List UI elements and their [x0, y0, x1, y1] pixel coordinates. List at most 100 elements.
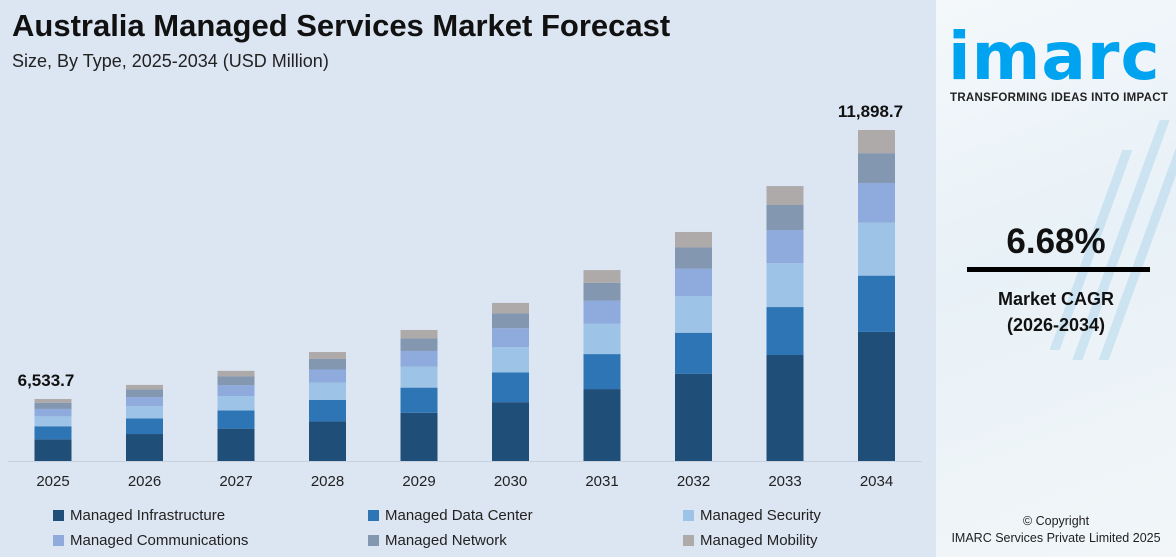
bar-segment-managed-security	[492, 347, 529, 373]
legend-label: Managed Security	[700, 507, 821, 524]
x-tick-label: 2029	[402, 473, 435, 490]
bar-segment-managed-security	[400, 366, 438, 388]
copyright-line1: © Copyright	[1022, 514, 1090, 528]
legend-item: Managed Data Center	[368, 507, 533, 524]
x-tick-label: 2031	[585, 473, 618, 490]
bar-segment-managed-mobility	[126, 384, 163, 390]
bar-segment-managed-network	[400, 338, 438, 351]
legend-label: Managed Mobility	[700, 532, 818, 549]
bar-segment-managed-data-center	[858, 275, 895, 332]
bar-segment-managed-communications	[766, 230, 804, 264]
bar-segment-managed-communications	[126, 397, 163, 407]
legend-item: Managed Infrastructure	[53, 507, 225, 524]
bar-segment-managed-communications	[675, 268, 712, 297]
x-tick-label: 2025	[36, 473, 69, 490]
x-tick-label: 2033	[768, 473, 801, 490]
bar-segment-managed-data-center	[766, 307, 804, 355]
bar-segment-managed-data-center	[400, 387, 438, 413]
legend-label: Managed Infrastructure	[70, 507, 226, 524]
bar-segment-managed-mobility	[492, 302, 529, 314]
x-tick-label: 2032	[677, 473, 710, 490]
bar-segment-managed-communications	[217, 385, 255, 397]
bar-segment-managed-security	[675, 296, 712, 333]
bar-segment-managed-communications	[492, 328, 529, 348]
bar-segment-managed-security	[34, 416, 72, 427]
bar-segment-managed-network	[217, 376, 255, 386]
bar-segment-managed-data-center	[492, 372, 529, 403]
bar-segment-managed-communications	[400, 350, 438, 367]
bar-segment-managed-mobility	[400, 329, 438, 339]
legend-item: Managed Mobility	[683, 532, 818, 549]
total-label: 11,898.7	[838, 102, 903, 121]
bar-segment-managed-data-center	[583, 354, 621, 390]
bar-segment-managed-network	[309, 358, 346, 370]
legend-label: Managed Data Center	[385, 507, 533, 524]
bar-segment-managed-data-center	[126, 418, 163, 435]
bar-segment-managed-data-center	[309, 399, 346, 422]
bar-segment-managed-infrastructure	[858, 331, 895, 461]
bar-segment-managed-infrastructure	[217, 428, 255, 461]
chart-title: Australia Managed Services Market Foreca…	[12, 8, 671, 43]
bar-segment-managed-mobility	[217, 370, 255, 377]
x-tick-label: 2034	[860, 473, 893, 490]
bar-segment-managed-network	[492, 313, 529, 329]
bar-segment-managed-network	[34, 402, 72, 409]
bar-segment-managed-network	[675, 247, 712, 269]
bar-segment-managed-data-center	[34, 426, 72, 440]
bar-segment-managed-security	[858, 222, 895, 276]
bar-segment-managed-mobility	[583, 270, 621, 283]
x-tick-label: 2026	[128, 473, 161, 490]
bar-segment-managed-infrastructure	[492, 402, 529, 461]
stacked-bar-chart: 2025 6,533.7 2026 2027 2028 2029 2030 2031 2032 2…	[8, 102, 922, 490]
imarc-logo: imarc	[948, 18, 1161, 95]
legend-label: Managed Network	[385, 532, 507, 549]
bar-segment-managed-infrastructure	[675, 373, 712, 461]
bar-segment-managed-network	[583, 282, 621, 301]
bar-segment-managed-infrastructure	[34, 439, 72, 461]
legend-item: Managed Communications	[53, 532, 248, 549]
legend-swatch	[368, 510, 379, 521]
bar-segment-managed-mobility	[34, 398, 72, 403]
bar-segment-managed-infrastructure	[766, 354, 804, 461]
bar-segment-managed-infrastructure	[126, 434, 163, 461]
bar-segment-managed-communications	[34, 408, 72, 417]
bar-segment-managed-security	[126, 406, 163, 419]
bar-segment-managed-mobility	[766, 186, 804, 206]
x-tick-label: 2030	[494, 473, 527, 490]
legend-item: Managed Network	[368, 532, 507, 549]
legend-swatch	[53, 510, 64, 521]
copyright-line2: IMARC Services Private Limited 2025	[951, 531, 1161, 545]
cagr-value: 6.68%	[1006, 222, 1106, 261]
legend-swatch	[368, 535, 379, 546]
copyright: © Copyright IMARC Services Private Limit…	[936, 513, 1176, 547]
bar-segment-managed-mobility	[675, 231, 712, 248]
legend-label: Managed Communications	[70, 532, 249, 549]
x-tick-label: 2027	[219, 473, 252, 490]
legend-item: Managed Security	[683, 507, 821, 524]
chart-panel: Australia Managed Services Market Foreca…	[8, 8, 922, 549]
bar-segment-managed-communications	[309, 369, 346, 383]
brand-panel: imarc TRANSFORMING IDEAS INTO IMPACT 6.6…	[936, 0, 1176, 557]
bar-segment-managed-security	[766, 263, 804, 308]
chart-subtitle: Size, By Type, 2025-2034 (USD Million)	[12, 51, 329, 71]
legend-swatch	[683, 510, 694, 521]
total-label: 6,533.7	[18, 371, 75, 390]
bar-segment-managed-communications	[583, 300, 621, 324]
bar-segment-managed-security	[217, 396, 255, 411]
bar-segment-managed-network	[766, 205, 804, 231]
bar-segment-managed-data-center	[217, 410, 255, 429]
cagr-label-text: Market CAGR	[997, 289, 1115, 309]
legend-swatch	[53, 535, 64, 546]
bar-segment-managed-infrastructure	[309, 421, 346, 461]
bar-segment-managed-mobility	[309, 352, 346, 359]
bar-segment-managed-data-center	[675, 332, 712, 374]
bar-segment-managed-infrastructure	[583, 389, 621, 461]
bar-segment-managed-communications	[858, 182, 895, 223]
cagr-period: (2026-2034)	[1006, 315, 1106, 335]
divider	[967, 267, 1150, 272]
cagr-label: Market CAGR (2026-2034)	[936, 286, 1176, 338]
bar-segment-managed-infrastructure	[400, 412, 438, 461]
bar-segment-managed-network	[858, 153, 895, 183]
bar-segment-managed-network	[126, 389, 163, 398]
bar-segment-managed-security	[309, 382, 346, 400]
